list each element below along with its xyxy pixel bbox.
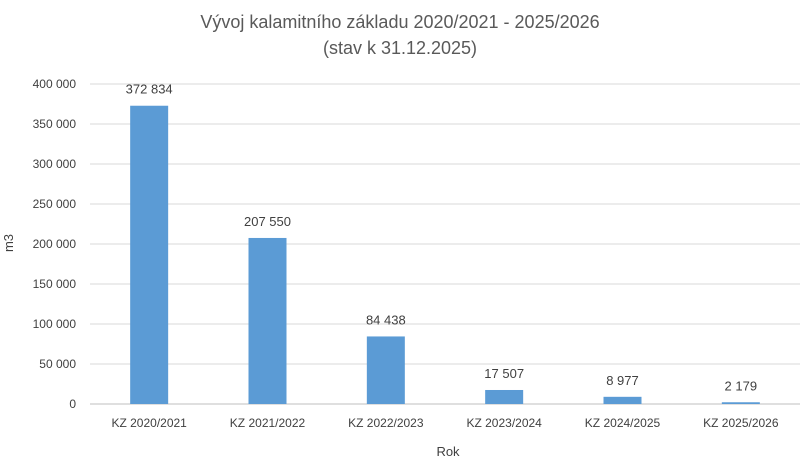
x-tick-label: KZ 2024/2025 [585, 416, 661, 430]
bar [603, 396, 642, 404]
y-tick-label: 300 000 [33, 157, 77, 171]
data-labels: 372 834 207 550 84 438 17 507 8 977 2 179 [126, 82, 757, 394]
y-tick-labels: 0 50 000 100 000 150 000 200 000 250 000 300 0… [33, 77, 77, 411]
bar [130, 105, 169, 405]
x-tick-labels: KZ 2020/2021 KZ 2021/2022 KZ 2022/2023 KZ 2… [111, 416, 778, 430]
x-tick-label: KZ 2021/2022 [230, 416, 306, 430]
bar [366, 336, 405, 404]
x-tick-label: KZ 2020/2021 [111, 416, 187, 430]
chart-title-line-2: (stav k 31.12.2025) [322, 38, 478, 58]
chart-title-line-1: Vývoj kalamitního základu 2020/2021 - 20… [200, 12, 600, 32]
bar [485, 389, 524, 404]
x-tick-label: KZ 2023/2024 [466, 416, 542, 430]
y-tick-label: 50 000 [39, 357, 76, 371]
data-label: 8 977 [606, 373, 639, 388]
y-axis-label: m3 [1, 234, 16, 252]
x-axis-label: Rok [436, 444, 460, 459]
y-tick-label: 250 000 [33, 197, 77, 211]
data-label: 17 507 [484, 366, 524, 381]
data-label: 84 438 [366, 312, 406, 327]
gridlines [90, 83, 800, 405]
y-tick-label: 400 000 [33, 77, 77, 91]
data-label: 2 179 [725, 378, 758, 393]
y-tick-label: 100 000 [33, 317, 77, 331]
y-tick-label: 350 000 [33, 117, 77, 131]
bars [130, 105, 760, 405]
data-label: 207 550 [244, 214, 291, 229]
bar [721, 402, 760, 404]
y-tick-label: 150 000 [33, 277, 77, 291]
y-tick-label: 0 [69, 397, 76, 411]
x-tick-label: KZ 2025/2026 [703, 416, 779, 430]
y-tick-label: 200 000 [33, 237, 77, 251]
data-label: 372 834 [126, 82, 173, 97]
bar [248, 237, 287, 404]
x-tick-label: KZ 2022/2023 [348, 416, 424, 430]
